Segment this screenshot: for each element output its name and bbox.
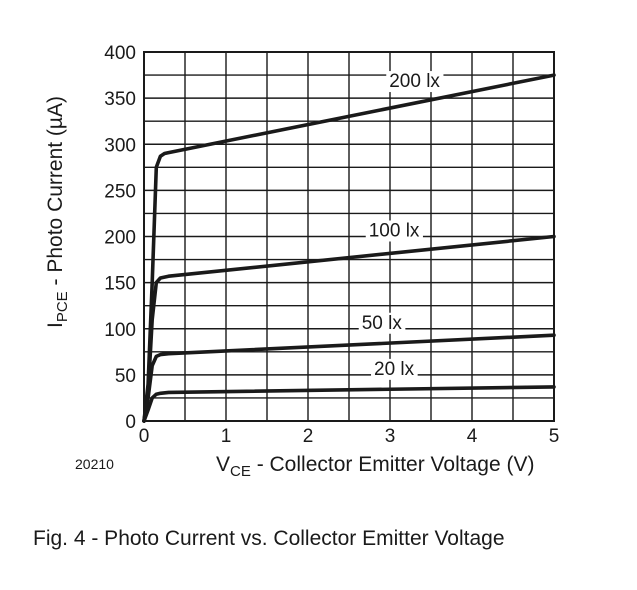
x-tick-label: 1 [221,426,232,447]
curve-label: 200 lx [389,71,440,92]
x-axis-title-rest: - Collector Emitter Voltage (V) [251,453,535,476]
x-tick-labels: 0 1 2 3 4 5 [139,426,560,447]
x-tick-label: 5 [549,426,560,447]
x-axis-title-main: V [216,453,230,476]
y-tick-label: 300 [104,135,136,156]
x-axis-title: VCE - Collector Emitter Voltage (V) [216,453,534,480]
curve-label-background [386,71,444,93]
curve-label-background [371,358,418,380]
curve-50-lx [142,333,556,423]
y-axis-title-main: I [44,322,67,328]
curves [142,73,556,423]
x-tick-label: 2 [303,426,314,447]
grid [144,52,554,421]
y-tick-label: 50 [115,366,136,387]
figure-caption: Fig. 4 - Photo Current vs. Collector Emi… [33,527,505,550]
figure-code: 20210 [75,456,114,472]
x-tick-label: 0 [139,426,150,447]
curve-label: 50 lx [362,313,403,334]
curve-labels: 200 lx 100 lx 50 lx 20 lx [358,71,444,380]
curve-label: 20 lx [374,359,415,380]
plot-frame [143,51,555,422]
curve-20-lx [142,385,556,423]
y-tick-label: 150 [104,274,136,295]
curve-label-background [358,312,406,334]
y-axis-title: IPCE - Photo Current (µA) [44,96,71,328]
y-tick-label: 350 [104,89,136,110]
curve-label-background [365,220,423,242]
y-tick-label: 0 [125,412,136,433]
y-tick-label: 200 [104,228,136,249]
y-tick-label: 100 [104,320,136,341]
x-axis-title-sub: CE [230,463,251,480]
y-axis-title-sub: PCE [54,291,71,322]
y-tick-label: 250 [104,181,136,202]
y-tick-labels: 0 50 100 150 200 250 300 350 400 [104,43,136,433]
x-tick-label: 4 [467,426,478,447]
curve-label: 100 lx [369,221,420,242]
y-axis-title-rest: - Photo Current (µA) [44,96,67,291]
y-tick-label: 400 [104,43,136,64]
x-tick-label: 3 [385,426,396,447]
